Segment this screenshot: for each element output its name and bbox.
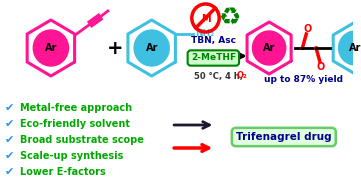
Text: Ar: Ar — [45, 43, 57, 53]
Text: O: O — [317, 62, 325, 72]
Text: +: + — [107, 39, 124, 57]
Text: M: M — [201, 14, 210, 24]
Text: ✔: ✔ — [5, 135, 14, 145]
Circle shape — [134, 30, 169, 66]
Text: 50 °C, 4 h,: 50 °C, 4 h, — [194, 71, 245, 81]
Circle shape — [339, 31, 361, 65]
Text: 2-MeTHF: 2-MeTHF — [191, 53, 236, 63]
Text: TBN, Asc: TBN, Asc — [191, 36, 236, 44]
Text: Scale-up synthesis: Scale-up synthesis — [19, 151, 123, 161]
Text: Ar: Ar — [349, 43, 361, 53]
Text: Ar: Ar — [145, 43, 158, 53]
Text: O: O — [303, 24, 312, 34]
Text: NH₂: NH₂ — [195, 29, 214, 39]
Text: ✔: ✔ — [5, 119, 14, 129]
Text: Lower E-factors: Lower E-factors — [19, 167, 105, 177]
Text: Metal-free approach: Metal-free approach — [19, 103, 132, 113]
Text: Broad substrate scope: Broad substrate scope — [19, 135, 143, 145]
Text: O₂: O₂ — [237, 71, 248, 81]
Circle shape — [33, 30, 69, 66]
Circle shape — [252, 31, 286, 65]
Text: Eco-friendly solvent: Eco-friendly solvent — [19, 119, 130, 129]
Text: Ar: Ar — [263, 43, 275, 53]
Text: ✔: ✔ — [5, 103, 14, 113]
Text: Trifenagrel drug: Trifenagrel drug — [236, 132, 332, 142]
Text: ✔: ✔ — [5, 167, 14, 177]
Text: ♻: ♻ — [219, 6, 241, 30]
Text: up to 87% yield: up to 87% yield — [264, 75, 343, 84]
Text: ✔: ✔ — [5, 151, 14, 161]
